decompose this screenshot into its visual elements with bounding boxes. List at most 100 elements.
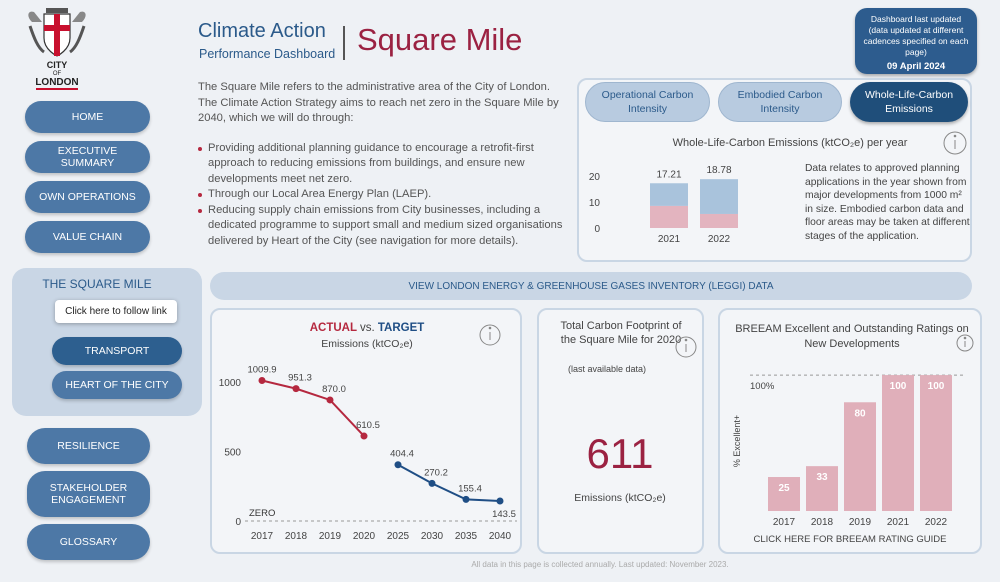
card-value: 611 (586, 430, 654, 477)
x-tick-label: 2021 (887, 517, 910, 528)
y-tick-label: 1000 (219, 378, 242, 389)
bar-segment (700, 213, 738, 228)
value-label: 404.4 (390, 449, 414, 460)
header-subtitle: Performance Dashboard (199, 47, 336, 61)
point (258, 376, 266, 384)
tab[interactable]: Whole-Life-Carbon Emissions (850, 82, 968, 122)
title-part: TARGET (378, 322, 424, 334)
x-tick-label: 2021 (658, 234, 681, 245)
update-text: Dashboard last updated (data updated at … (863, 14, 969, 57)
nav-button[interactable]: STAKEHOLDER ENGAGEMENT (27, 471, 150, 517)
tab[interactable]: Embodied Carbon Intensity (718, 82, 842, 122)
x-tick-label: 2018 (285, 531, 308, 542)
x-tick-label: 2020 (353, 531, 376, 542)
total-label: 17.21 (656, 169, 681, 180)
logo-text: OF (53, 71, 62, 77)
tab[interactable]: Operational Carbon Intensity (585, 82, 710, 122)
line (397, 463, 501, 503)
update-date: 09 April 2024 (886, 61, 946, 72)
bullet: Reducing supply chain emissions from Cit… (198, 203, 566, 250)
header-title: Climate Action (198, 20, 326, 42)
bar-segment (650, 205, 688, 228)
value-label: 155.4 (458, 483, 482, 494)
x-tick-label: 2022 (708, 234, 731, 245)
bar-segment (650, 183, 688, 206)
y-tick-label: 100% (750, 381, 775, 392)
value-label: 610.5 (356, 420, 380, 431)
value-label: 100 (928, 381, 945, 392)
point (360, 432, 368, 440)
x-tick-label: 2022 (925, 517, 948, 528)
value-label: 951.3 (288, 373, 312, 384)
note: Data relates to approved planning applic… (805, 163, 970, 242)
value-label: 33 (816, 472, 828, 483)
chart-title: ACTUAL vs. TARGET (310, 322, 425, 334)
y-tick-label: 500 (224, 447, 241, 458)
section-title: THE SQUARE MILE (42, 277, 152, 291)
value-label: 270.2 (424, 467, 448, 478)
logo-text: CITY (47, 60, 68, 70)
card-title: Total Carbon Footprint of the Square Mil… (560, 320, 682, 346)
y-tick-label: 10 (589, 198, 601, 209)
bar (882, 375, 914, 511)
title-part: ACTUAL (310, 322, 357, 334)
bar (806, 466, 838, 511)
point (428, 479, 436, 487)
y-tick-label: 0 (594, 224, 600, 235)
nav-button[interactable]: RESILIENCE (27, 428, 150, 464)
x-tick-label: 2040 (489, 531, 512, 542)
value-label: 143.5 (492, 509, 516, 520)
value-label: 100 (890, 381, 907, 392)
nav-button[interactable]: GLOSSARY (27, 524, 150, 560)
chart-subtitle: Emissions (ktCO₂e) (321, 338, 413, 350)
subnav-button[interactable]: HEART OF THE CITY (52, 371, 182, 399)
banner[interactable]: VIEW LONDON ENERGY & GREENHOUSE GASES IN… (210, 272, 972, 300)
nav-button[interactable]: EXECUTIVE SUMMARY (25, 141, 150, 173)
x-tick-label: 2025 (387, 531, 410, 542)
bar (768, 477, 800, 511)
y-tick-label: 20 (589, 172, 601, 183)
logo: CITY OF LONDON (28, 8, 86, 90)
value-label: 1009.9 (247, 364, 276, 375)
title-part: vs. (360, 322, 375, 334)
point (496, 497, 504, 505)
annotation: ZERO (249, 508, 275, 519)
bar (920, 375, 952, 511)
panel (210, 308, 522, 554)
info-icon[interactable] (479, 131, 974, 358)
x-tick-label: 2017 (251, 531, 274, 542)
y-axis-label: % Excellent+ (732, 415, 742, 467)
point (292, 385, 300, 393)
value-label: 80 (854, 408, 866, 419)
x-tick-label: 2019 (319, 531, 342, 542)
intro: The Square Mile refers to the administra… (198, 80, 566, 249)
chart-title: BREEAM Excellent and Outstanding Ratings… (735, 323, 969, 350)
x-tick-label: 2017 (773, 517, 796, 528)
bullet: Providing additional planning guidance t… (198, 141, 566, 188)
x-tick-label: 2018 (811, 517, 834, 528)
bullet: Through our Local Area Energy Plan (LAEP… (198, 187, 566, 203)
separator (343, 26, 345, 60)
footer: All data in this page is collected annua… (471, 560, 729, 569)
nav-button[interactable]: HOME (25, 101, 150, 133)
subnav-button[interactable]: TRANSPORT (52, 337, 182, 365)
chart-title: Whole-Life-Carbon Emissions (ktCO₂e) per… (672, 137, 908, 149)
total-label: 18.78 (706, 165, 731, 176)
link: CLICK HERE FOR BREEAM RATING GUIDE (753, 534, 946, 545)
bar (844, 402, 876, 511)
update-box: Dashboard last updated (data updated at … (855, 8, 977, 74)
card-unit: Emissions (ktCO₂e) (574, 492, 666, 504)
value-label: 870.0 (322, 384, 346, 395)
point (462, 495, 470, 503)
nav-button[interactable]: VALUE CHAIN (25, 221, 150, 253)
x-tick-label: 2019 (849, 517, 872, 528)
logo-text: LONDON (35, 77, 78, 88)
point (394, 461, 402, 469)
tooltip: Click here to follow link (55, 300, 177, 323)
line (261, 379, 365, 437)
x-tick-label: 2030 (421, 531, 444, 542)
intro-paragraph: The Square Mile refers to the administra… (198, 81, 559, 124)
nav-button[interactable]: OWN OPERATIONS (25, 181, 150, 213)
